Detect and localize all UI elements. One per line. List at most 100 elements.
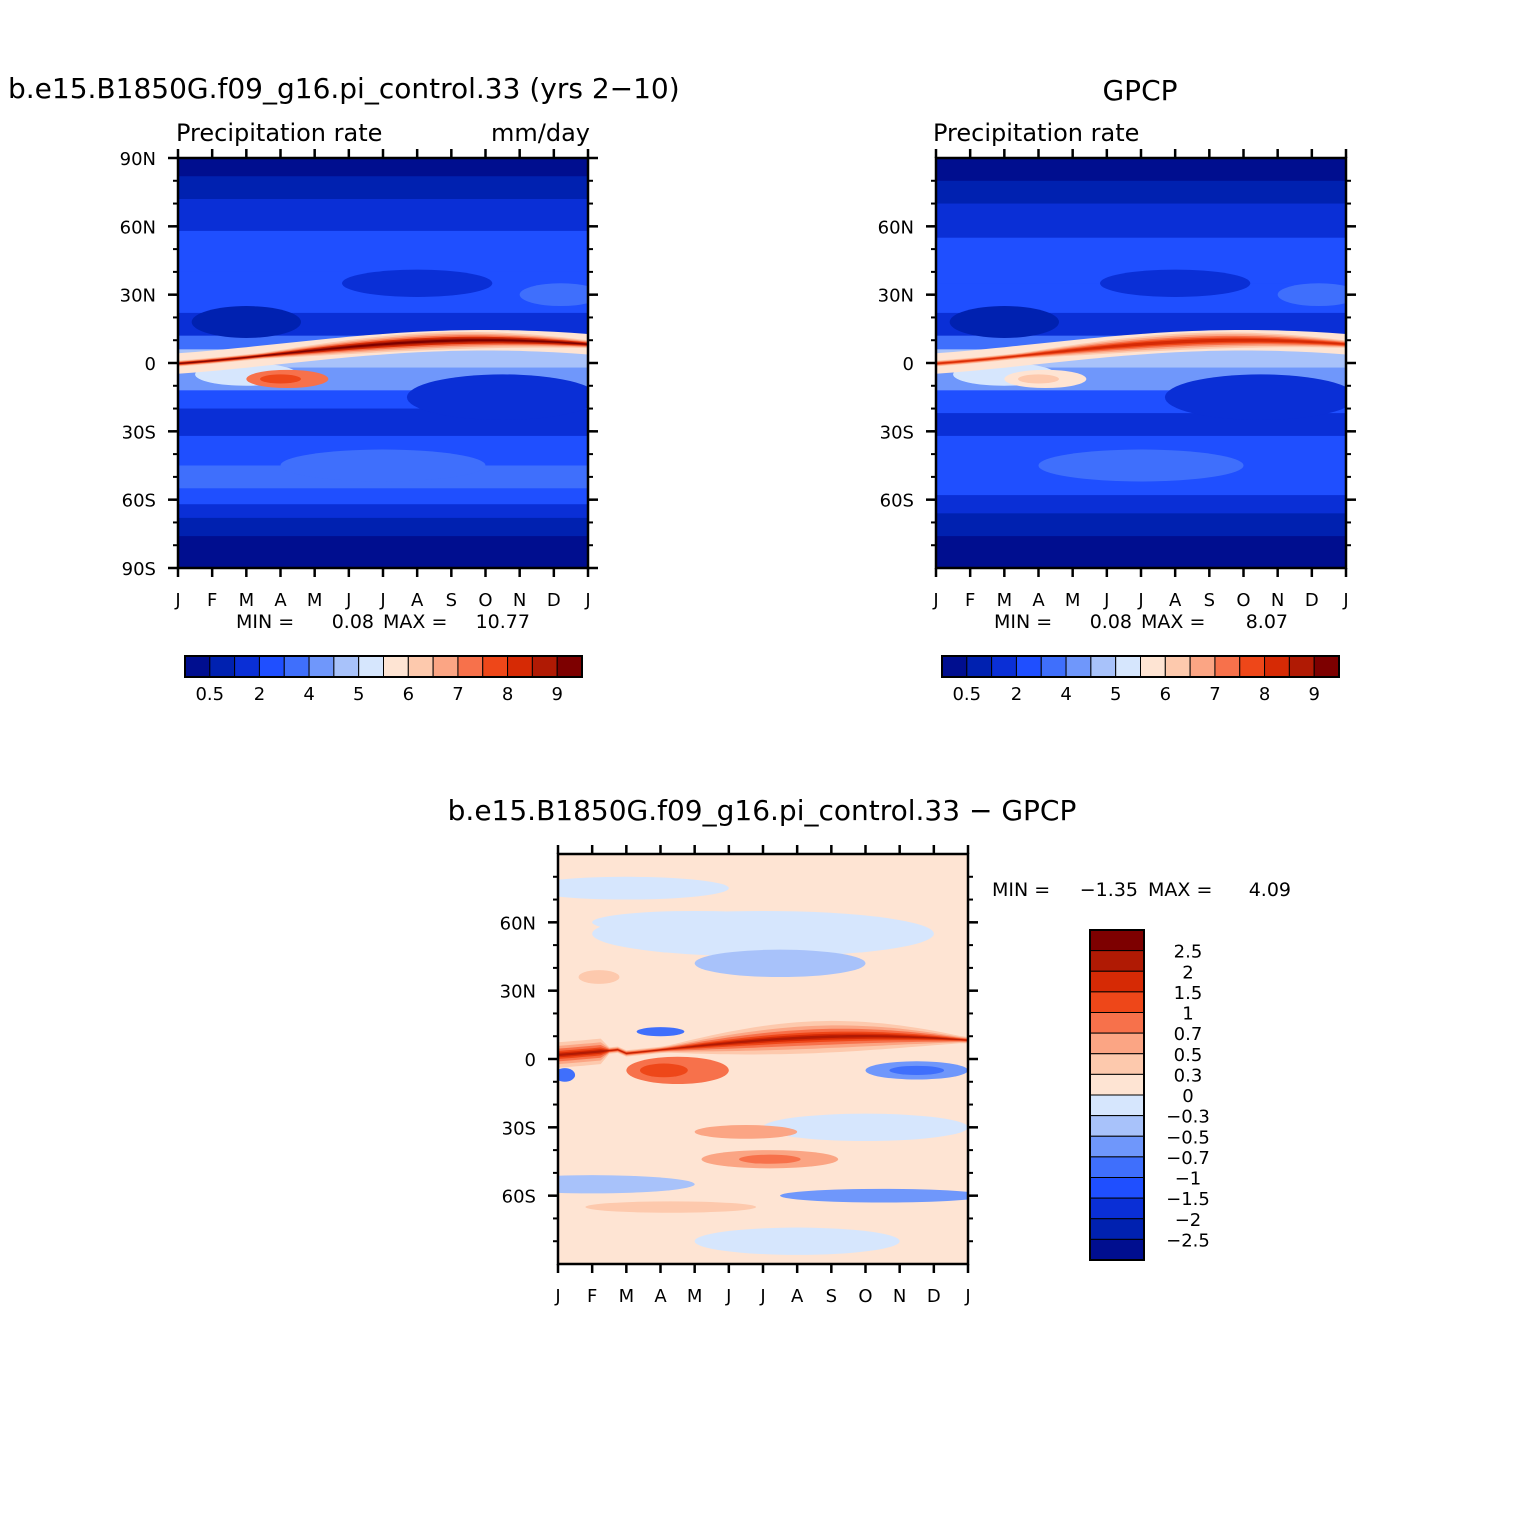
colorbar-box <box>1089 950 1145 972</box>
x-tick-label: F <box>965 590 975 611</box>
x-tick-label: M <box>1065 590 1081 611</box>
colorbar-box <box>1164 655 1191 678</box>
y-tick-label: 60N <box>120 217 156 238</box>
contour-fill <box>558 854 968 1264</box>
panel3-max-value: 4.09 <box>1249 879 1291 901</box>
x-tick-label: J <box>964 1286 970 1307</box>
x-tick-label: N <box>1271 590 1284 611</box>
contour-blob <box>558 876 729 900</box>
colorbar-box <box>308 655 335 678</box>
colorbar-label: 5 <box>353 684 364 705</box>
contour-blob <box>578 970 620 984</box>
contour-blob <box>1018 374 1059 384</box>
colorbar-box <box>1040 655 1067 678</box>
contour-band <box>178 504 588 519</box>
colorbar-box <box>358 655 384 678</box>
x-tick-label: S <box>826 1286 837 1307</box>
x-tick-label: A <box>1032 590 1045 611</box>
colorbar-label: 0.5 <box>195 684 224 705</box>
colorbar-box <box>1089 1073 1145 1096</box>
y-tick-label: 30S <box>502 1118 536 1139</box>
x-tick-label: M <box>307 590 323 611</box>
colorbar-label: 9 <box>551 684 562 705</box>
contour-band <box>936 203 1346 239</box>
x-tick-label: F <box>207 590 217 611</box>
y-tick-label: 60N <box>500 913 536 934</box>
contour-band <box>936 513 1346 537</box>
colorbar-box <box>1089 1156 1145 1178</box>
panel2-stats: MIN = 0.08 MAX = 8.07 <box>994 611 1288 633</box>
colorbar-label: −2.5 <box>1166 1230 1210 1251</box>
itcz-band <box>178 339 588 364</box>
colorbar-box <box>1065 655 1092 678</box>
contour-blob <box>342 269 493 297</box>
x-tick-label: M <box>239 590 255 611</box>
x-tick-label: N <box>893 1286 906 1307</box>
x-tick-label: O <box>1236 590 1250 611</box>
colorbar-box <box>1089 991 1145 1013</box>
colorbar-box <box>991 655 1017 678</box>
contour-band <box>178 230 588 273</box>
colorbar-label: −0.3 <box>1166 1107 1210 1128</box>
colorbar-label: 6 <box>403 684 414 705</box>
y-tick-label: 60S <box>880 491 914 512</box>
colorbar-box <box>1089 1032 1145 1055</box>
colorbar-label: 9 <box>1308 684 1319 705</box>
y-tick-label: 90N <box>120 149 156 170</box>
colorbar-box <box>1089 1053 1145 1075</box>
panel2-title: GPCP <box>1102 74 1177 107</box>
x-tick-label: S <box>446 590 457 611</box>
x-tick-label: J <box>759 1286 765 1307</box>
colorbar-label: −1.5 <box>1166 1189 1210 1210</box>
x-tick-label: J <box>1137 590 1143 611</box>
colorbar-box <box>507 655 533 678</box>
panel3-max-label: MAX = <box>1148 879 1212 901</box>
y-tick-label: 30N <box>500 982 536 1003</box>
x-tick-label: A <box>654 1286 667 1307</box>
panel3-title: b.e15.B1850G.f09_g16.pi_control.33 − GPC… <box>448 794 1077 827</box>
colorbar-frame <box>1089 929 1145 1261</box>
colorbar-box <box>1189 655 1216 678</box>
contour-band <box>936 180 1346 205</box>
contour-blob <box>949 306 1059 338</box>
panel1-title: b.e15.B1850G.f09_g16.pi_control.33 (yrs … <box>8 72 680 105</box>
x-tick-label: A <box>274 590 287 611</box>
colorbar-frame <box>184 655 583 678</box>
x-tick-label: J <box>345 590 351 611</box>
colorbar-box <box>482 655 509 678</box>
colorbar-label: 2.5 <box>1174 942 1203 963</box>
colorbar-box <box>1089 929 1145 952</box>
panel1-min-value: 0.08 <box>332 611 374 633</box>
contour-blob <box>558 1068 576 1082</box>
contour-blob <box>558 1175 695 1194</box>
colorbar-label: 5 <box>1110 684 1121 705</box>
y-tick-label: 0 <box>525 1050 536 1071</box>
colorbar-label: 2 <box>254 684 265 705</box>
colorbar-box <box>209 655 236 678</box>
x-tick-label: O <box>858 1286 872 1307</box>
colorbar-box <box>1140 655 1166 678</box>
y-tick-label: 30S <box>122 422 156 443</box>
colorbar-box <box>1115 655 1141 678</box>
contour-blob <box>889 1065 945 1075</box>
contour-band <box>936 158 1346 182</box>
panel1-max-value: 10.77 <box>476 611 530 633</box>
panel2-max-label: MAX = <box>1141 611 1205 633</box>
contour-blob <box>1038 449 1244 482</box>
colorbar-label: 2 <box>1182 962 1193 983</box>
x-tick-label: N <box>513 590 526 611</box>
x-tick-label: M <box>997 590 1013 611</box>
contour-fill <box>936 158 1346 568</box>
colorbar-box <box>1089 1012 1145 1034</box>
contour-blob <box>694 1125 798 1139</box>
colorbar-label: 4 <box>1060 684 1071 705</box>
colorbar-box <box>1089 1218 1145 1240</box>
colorbar-label: −1 <box>1175 1169 1202 1190</box>
colorbar-box <box>258 655 285 678</box>
colorbar-label: 0 <box>1182 1086 1193 1107</box>
x-tick-label: J <box>584 590 590 611</box>
x-tick-label: J <box>932 590 938 611</box>
contour-blob <box>1277 283 1346 307</box>
colorbar-box <box>1288 655 1315 678</box>
